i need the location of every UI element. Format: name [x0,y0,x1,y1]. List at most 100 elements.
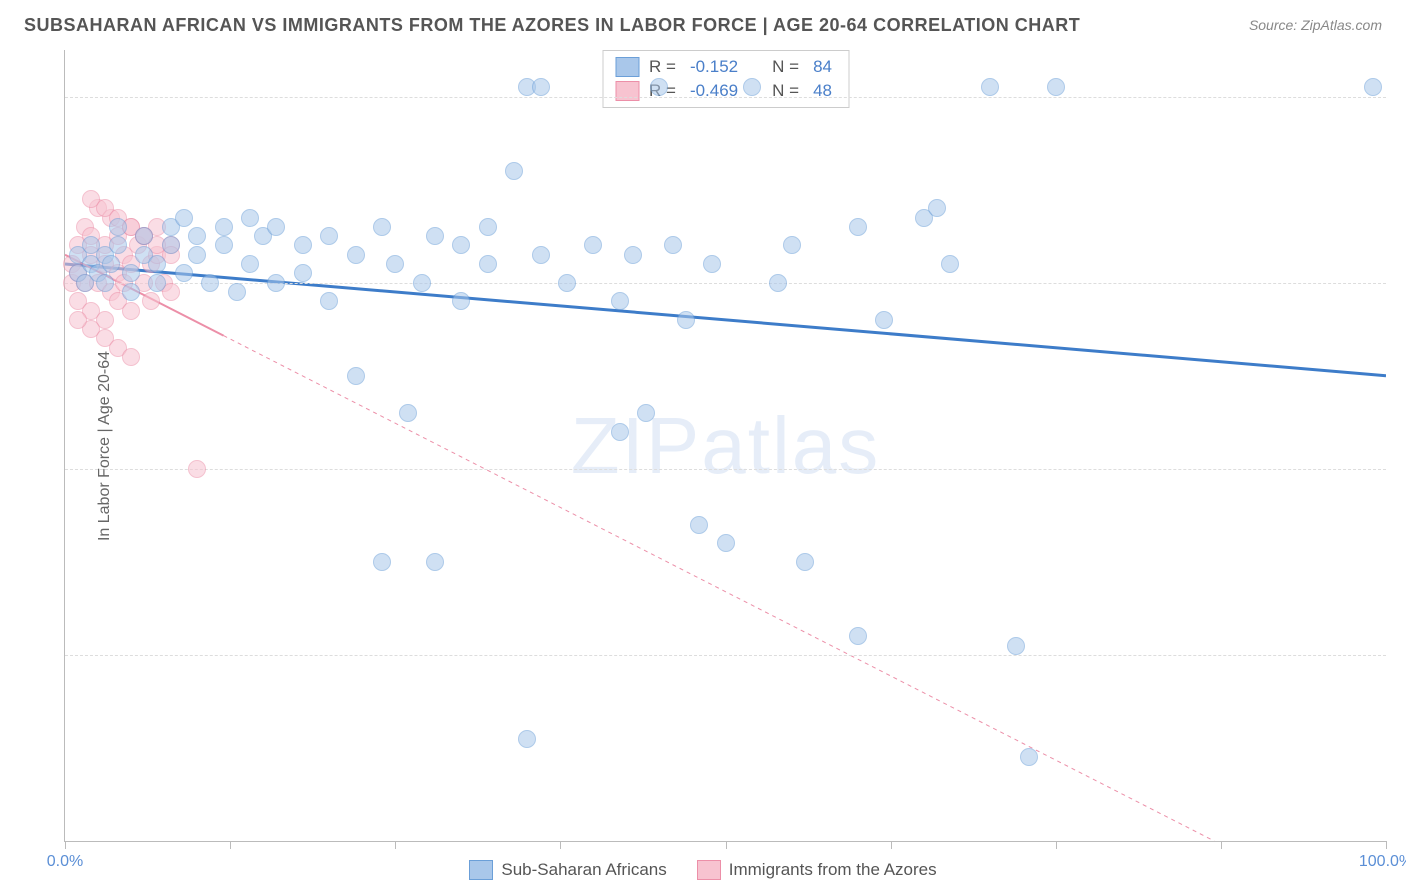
xtick [65,841,66,849]
data-point [584,236,602,254]
data-point [941,255,959,273]
data-point [426,227,444,245]
data-point [743,78,761,96]
data-point [1047,78,1065,96]
stats-box: R = -0.152 N = 84 R = -0.469 N = 48 [602,50,849,108]
swatch-pink [697,860,721,880]
data-point [1007,637,1025,655]
data-point [347,246,365,264]
gridline-h [65,469,1386,470]
data-point [122,283,140,301]
legend-item-pink: Immigrants from the Azores [697,860,937,880]
scatter-chart: ZIPatlas R = -0.152 N = 84 R = -0.469 N … [64,50,1386,842]
data-point [479,255,497,273]
data-point [783,236,801,254]
n-label: N = [772,81,799,101]
gridline-h [65,283,1386,284]
data-point [135,227,153,245]
data-point [267,218,285,236]
data-point [624,246,642,264]
data-point [241,209,259,227]
data-point [96,274,114,292]
data-point [518,730,536,748]
data-point [413,274,431,292]
data-point [703,255,721,273]
data-point [399,404,417,422]
data-point [109,236,127,254]
stats-row-pink: R = -0.469 N = 48 [615,79,836,103]
r-label: R = [649,57,676,77]
data-point [228,283,246,301]
data-point [452,236,470,254]
data-point [875,311,893,329]
data-point [201,274,219,292]
xtick [891,841,892,849]
data-point [294,264,312,282]
gridline-h [65,97,1386,98]
data-point [849,627,867,645]
trend-lines [65,50,1386,841]
data-point [320,227,338,245]
swatch-blue [615,57,639,77]
data-point [188,227,206,245]
data-point [347,367,365,385]
xtick [726,841,727,849]
bottom-legend: Sub-Saharan Africans Immigrants from the… [0,860,1406,880]
data-point [373,553,391,571]
r-value-blue: -0.152 [686,57,742,77]
watermark: ZIPatlas [571,400,880,492]
stats-row-blue: R = -0.152 N = 84 [615,55,836,79]
data-point [188,460,206,478]
ytick-label: 60.0% [1396,460,1406,478]
ytick-label: 40.0% [1396,646,1406,664]
data-point [373,218,391,236]
swatch-pink [615,81,639,101]
data-point [532,246,550,264]
ytick-label: 80.0% [1396,274,1406,292]
data-point [637,404,655,422]
data-point [452,292,470,310]
data-point [426,553,444,571]
data-point [122,348,140,366]
data-point [241,255,259,273]
data-point [69,311,87,329]
data-point [1020,748,1038,766]
legend-item-blue: Sub-Saharan Africans [469,860,666,880]
r-value-pink: -0.469 [686,81,742,101]
data-point [162,236,180,254]
ytick-label: 100.0% [1396,88,1406,106]
xtick [230,841,231,849]
data-point [611,292,629,310]
data-point [796,553,814,571]
data-point [294,236,312,254]
data-point [1364,78,1382,96]
header: SUBSAHARAN AFRICAN VS IMMIGRANTS FROM TH… [0,0,1406,50]
data-point [558,274,576,292]
data-point [769,274,787,292]
swatch-blue [469,860,493,880]
data-point [664,236,682,254]
data-point [122,264,140,282]
data-point [849,218,867,236]
data-point [109,218,127,236]
data-point [215,236,233,254]
data-point [122,302,140,320]
data-point [175,209,193,227]
data-point [611,423,629,441]
data-point [188,246,206,264]
source-label: Source: ZipAtlas.com [1249,17,1382,33]
data-point [650,78,668,96]
gridline-h [65,655,1386,656]
data-point [148,255,166,273]
xtick [1056,841,1057,849]
xtick [1221,841,1222,849]
data-point [532,78,550,96]
page-title: SUBSAHARAN AFRICAN VS IMMIGRANTS FROM TH… [24,15,1080,36]
data-point [175,264,193,282]
data-point [690,516,708,534]
data-point [148,274,166,292]
data-point [142,292,160,310]
data-point [505,162,523,180]
data-point [981,78,999,96]
data-point [386,255,404,273]
